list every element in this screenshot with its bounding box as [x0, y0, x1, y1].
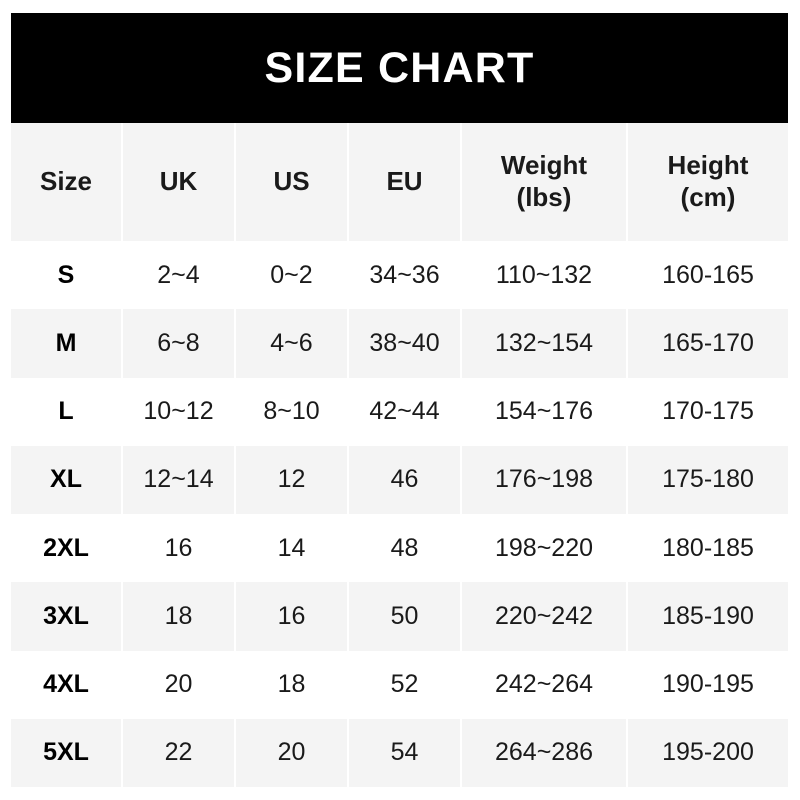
cell-height: 180-185 [662, 533, 754, 562]
cell-eu: 50 [348, 582, 462, 651]
cell-weight: 264~286 [461, 718, 628, 787]
table-row: S 2~4 0~2 34~36 110~132 160-165 [11, 241, 788, 310]
cell-size: XL [11, 445, 123, 514]
cell-height: 160-165 [662, 260, 754, 289]
cell-eu: 48 [348, 514, 462, 583]
page-title: SIZE CHART [264, 43, 535, 92]
cell-us: 8~10 [235, 377, 349, 446]
column-header-us: US [235, 123, 349, 241]
cell-us: 0~2 [235, 241, 349, 310]
cell-size: 2XL [11, 514, 123, 583]
cell-uk: 20 [122, 650, 236, 719]
cell-eu: 54 [348, 718, 462, 787]
cell-size: 4XL [11, 650, 123, 719]
cell-uk: 18 [122, 582, 236, 651]
title-bar: SIZE CHART [11, 13, 788, 123]
cell-weight: 176~198 [461, 445, 628, 514]
column-header-eu-label: EU [386, 166, 423, 197]
cell-height: 195-200 [662, 738, 754, 767]
cell-eu: 34~36 [348, 241, 462, 310]
cell-weight: 220~242 [461, 582, 628, 651]
column-header-eu: EU [348, 123, 462, 241]
size-chart-container: SIZE CHART Size UK US EU W [11, 13, 788, 787]
cell-height: 190-195 [662, 670, 754, 699]
cell-weight: 242~264 [461, 650, 628, 719]
cell-size: M [11, 309, 123, 378]
cell-size: 5XL [11, 718, 123, 787]
cell-uk: 22 [122, 718, 236, 787]
cell-uk: 16 [122, 514, 236, 583]
cell-weight: 154~176 [461, 377, 628, 446]
cell-us: 4~6 [235, 309, 349, 378]
cell-uk: 2~4 [122, 241, 236, 310]
table-row: 3XL 18 16 50 220~242 185-190 [11, 582, 788, 651]
column-header-size-label: Size [39, 166, 93, 197]
column-header-uk-label: UK [159, 166, 198, 197]
table-row: M 6~8 4~6 38~40 132~154 165-170 [11, 309, 788, 378]
table-row: 2XL 16 14 48 198~220 180-185 [11, 514, 788, 583]
cell-uk: 6~8 [122, 309, 236, 378]
cell-weight: 132~154 [461, 309, 628, 378]
cell-weight: 110~132 [461, 241, 628, 310]
column-header-us-label: US [273, 166, 310, 197]
cell-uk: 12~14 [122, 445, 236, 514]
size-chart-table: Size UK US EU Weight (lbs) Height (cm) [11, 123, 788, 787]
column-header-weight: Weight (lbs) [461, 123, 628, 241]
cell-eu: 52 [348, 650, 462, 719]
column-header-height: Height (cm) [627, 123, 788, 241]
cell-us: 14 [235, 514, 349, 583]
column-header-weight-unit: (lbs) [516, 182, 572, 212]
cell-us: 20 [235, 718, 349, 787]
table-row: 4XL 20 18 52 242~264 190-195 [11, 650, 788, 719]
column-header-height-unit: (cm) [680, 182, 736, 212]
table-body: S 2~4 0~2 34~36 110~132 160-165 M 6~8 4~6 38~40 13… [11, 241, 788, 787]
header-row: Size UK US EU Weight (lbs) Height (cm) [11, 123, 788, 241]
table-row: L 10~12 8~10 42~44 154~176 170-175 [11, 377, 788, 446]
cell-size: L [11, 377, 123, 446]
cell-size: S [11, 241, 123, 310]
cell-size: 3XL [11, 582, 123, 651]
cell-eu: 42~44 [348, 377, 462, 446]
cell-eu: 38~40 [348, 309, 462, 378]
table-row: XL 12~14 12 46 176~198 175-180 [11, 445, 788, 514]
cell-uk: 10~12 [122, 377, 236, 446]
column-header-size: Size [11, 123, 123, 241]
column-header-weight-label: Weight [500, 150, 588, 181]
cell-us: 12 [235, 445, 349, 514]
cell-us: 18 [235, 650, 349, 719]
cell-height: 175-180 [662, 465, 754, 494]
cell-weight: 198~220 [461, 514, 628, 583]
table-header: Size UK US EU Weight (lbs) Height (cm) [11, 123, 788, 241]
cell-us: 16 [235, 582, 349, 651]
cell-height: 185-190 [662, 601, 754, 630]
table-row: 5XL 22 20 54 264~286 195-200 [11, 718, 788, 787]
cell-eu: 46 [348, 445, 462, 514]
column-header-height-label: Height [667, 150, 749, 181]
cell-height: 165-170 [662, 328, 754, 357]
cell-height: 170-175 [662, 397, 754, 426]
column-header-uk: UK [122, 123, 236, 241]
